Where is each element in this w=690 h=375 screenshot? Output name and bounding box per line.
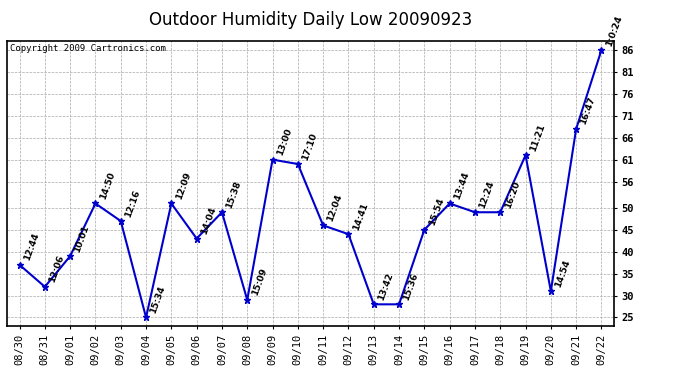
Text: 11:21: 11:21	[529, 123, 546, 153]
Text: 13:00: 13:00	[275, 127, 293, 157]
Text: 15:38: 15:38	[225, 180, 243, 210]
Text: 14:04: 14:04	[199, 206, 218, 236]
Text: 14:41: 14:41	[351, 201, 370, 231]
Text: 12:24: 12:24	[477, 179, 496, 210]
Text: 17:10: 17:10	[301, 131, 319, 161]
Text: 16:20: 16:20	[503, 180, 521, 210]
Text: 13:42: 13:42	[377, 272, 395, 302]
Text: 1:0:24: 1:0:24	[604, 14, 624, 47]
Text: 15:54: 15:54	[427, 197, 446, 227]
Text: 12:09: 12:09	[174, 171, 193, 201]
Text: 14:50: 14:50	[98, 171, 117, 201]
Text: 16:47: 16:47	[579, 96, 598, 126]
Text: 15:34: 15:34	[149, 285, 167, 315]
Text: 13:44: 13:44	[453, 171, 471, 201]
Text: 15:36: 15:36	[402, 272, 420, 302]
Text: 10:01: 10:01	[73, 224, 91, 254]
Text: 12:44: 12:44	[22, 232, 41, 262]
Text: 14:54: 14:54	[553, 258, 572, 288]
Text: 15:09: 15:09	[250, 267, 268, 297]
Text: Copyright 2009 Cartronics.com: Copyright 2009 Cartronics.com	[10, 44, 166, 53]
Text: 12:16: 12:16	[124, 188, 141, 218]
Text: 12:04: 12:04	[326, 193, 344, 223]
Text: Outdoor Humidity Daily Low 20090923: Outdoor Humidity Daily Low 20090923	[149, 11, 472, 29]
Text: 12:06: 12:06	[48, 254, 66, 284]
